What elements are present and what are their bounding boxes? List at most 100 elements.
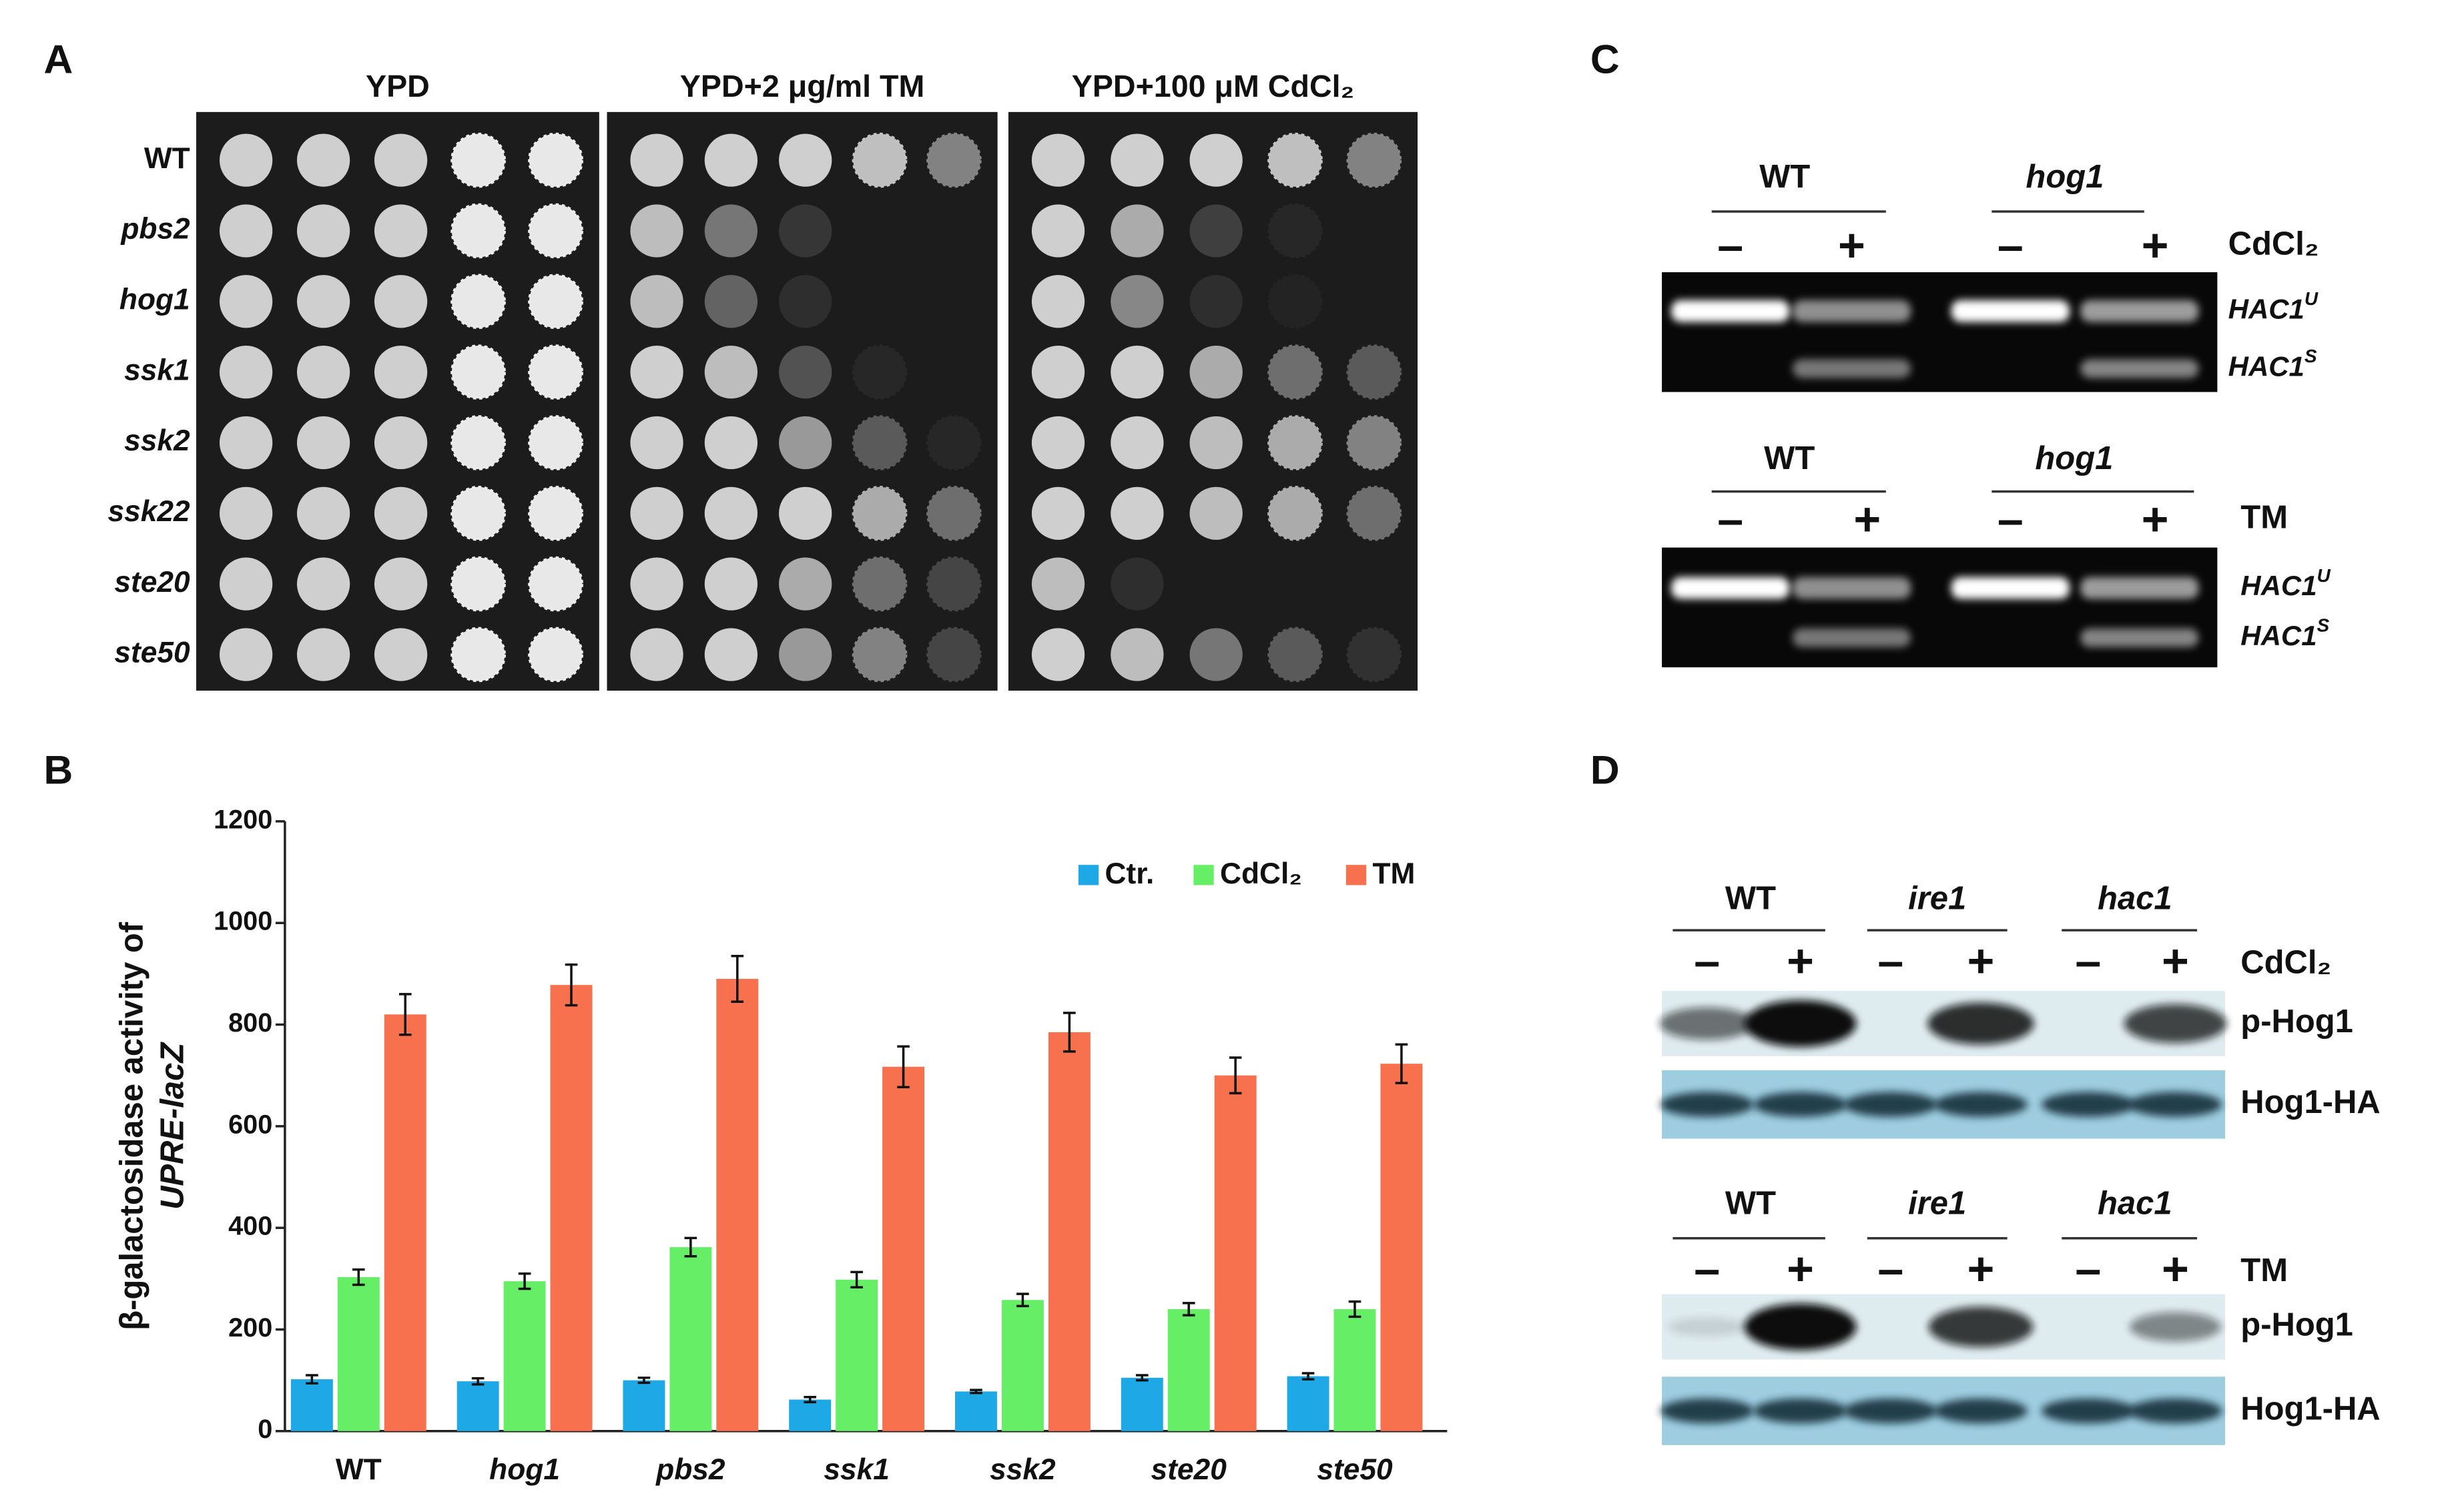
treatment-sign: + (1787, 1242, 1814, 1294)
group-label: hac1 (2098, 881, 2172, 917)
yeast-spot (1031, 557, 1085, 611)
group-label: WT (1725, 1186, 1776, 1222)
bar (1167, 1309, 1210, 1431)
yeast-spot (630, 486, 683, 540)
yeast-spot (704, 275, 758, 328)
yeast-spot (528, 132, 583, 188)
treatment-label: TM (2240, 1252, 2288, 1288)
band-name: HAC1 (2240, 570, 2317, 601)
yeast-spot (1111, 133, 1164, 187)
yeast-spot (374, 275, 428, 328)
y-axis-label: UPRE-lacZ (154, 1042, 190, 1210)
x-tick-label: pbs2 (655, 1453, 725, 1486)
treatment-sign: + (1967, 935, 1995, 987)
error-bar (565, 963, 578, 1007)
y-tick-label: 1200 (214, 805, 272, 834)
yeast-spot (219, 133, 273, 187)
yeast-spot (296, 204, 350, 258)
yeast-spot (296, 133, 350, 187)
error-bar (1395, 1043, 1408, 1084)
group-label: hog1 (2035, 440, 2113, 476)
yeast-spot (630, 416, 683, 470)
yeast-spot (219, 557, 273, 611)
yeast-spot (219, 416, 273, 470)
error-bar (306, 1374, 318, 1385)
yeast-spot (1111, 486, 1164, 540)
yeast-spot (296, 275, 350, 328)
yeast-spot (1031, 628, 1085, 681)
yeast-spot (779, 133, 832, 187)
x-tick-label: ssk2 (990, 1453, 1056, 1486)
x-tick-label: ste20 (1151, 1453, 1227, 1486)
yeast-spot (1031, 486, 1085, 540)
panel-b: 0 200 400 600 800 1000 1200 β-galactosidase act… (114, 805, 1448, 1486)
yeast-spot (779, 346, 832, 399)
group-label: hog1 (2026, 159, 2104, 195)
treatment-sign: – (1998, 493, 2024, 545)
x-tick-label: ssk1 (824, 1453, 890, 1486)
treatment-sign: + (1967, 1242, 1995, 1294)
panel-label: B (44, 747, 73, 793)
error-bar (1135, 1374, 1149, 1382)
error-bar (1063, 1012, 1076, 1053)
x-tick-label: ste50 (1317, 1453, 1393, 1486)
yeast-spot (1031, 416, 1085, 470)
bar (1048, 1032, 1091, 1431)
yeast-spot (779, 557, 832, 611)
yeast-spot (852, 415, 908, 470)
error-bar (684, 1236, 697, 1258)
band-superscript: S (2317, 615, 2330, 636)
yeast-spot (852, 132, 908, 188)
bar (290, 1379, 333, 1431)
treatment-sign: – (1998, 219, 2024, 271)
yeast-spot (219, 275, 273, 328)
yeast-spot (450, 274, 506, 330)
yeast-spot (1031, 275, 1085, 328)
yeast-spot (296, 557, 350, 611)
treatment-sign: – (1717, 219, 1743, 271)
bar (1333, 1309, 1376, 1431)
y-tick-label: 0 (258, 1415, 272, 1444)
yeast-spot (779, 204, 832, 258)
error-bar (1229, 1056, 1242, 1095)
bar (1214, 1075, 1257, 1431)
yeast-spot (630, 275, 683, 328)
strain-label: ssk22 (108, 495, 191, 528)
treatment-sign: – (2075, 1242, 2101, 1294)
yeast-spot (219, 628, 273, 681)
yeast-spot (852, 556, 908, 612)
treatment-sign: – (1877, 1242, 1903, 1294)
yeast-spot (779, 486, 832, 540)
error-bar (637, 1377, 651, 1385)
yeast-spot (374, 628, 428, 681)
yeast-spot (630, 204, 683, 258)
blot-band (2124, 1004, 2227, 1044)
treatment-sign: + (1853, 493, 1881, 545)
yeast-spot (704, 557, 758, 611)
yeast-spot (1111, 557, 1164, 611)
bar (836, 1279, 878, 1431)
condition-label: YPD (366, 69, 430, 103)
yeast-spot (1111, 275, 1164, 328)
yeast-spot (1267, 415, 1323, 470)
gel-band (1792, 359, 1911, 378)
yeast-spot (1346, 485, 1402, 541)
yeast-spot (1189, 346, 1243, 399)
strain-label: hog1 (119, 284, 190, 316)
blot-band (1660, 1092, 1754, 1117)
yeast-spot (1346, 415, 1402, 470)
error-bar (471, 1377, 485, 1386)
yeast-spot (528, 203, 583, 259)
strain-label: ssk1 (124, 354, 190, 386)
yeast-spot (1031, 133, 1085, 187)
blot-band (1934, 1398, 2028, 1424)
panel-label: C (1590, 36, 1620, 81)
gel-band (2080, 577, 2199, 599)
blot-band (2041, 1398, 2135, 1424)
strain-label: WT (144, 142, 190, 175)
y-tick-label: 200 (228, 1313, 272, 1343)
yeast-spot (630, 346, 683, 399)
gel-band (1792, 628, 1911, 647)
group-label: hac1 (2098, 1186, 2172, 1222)
